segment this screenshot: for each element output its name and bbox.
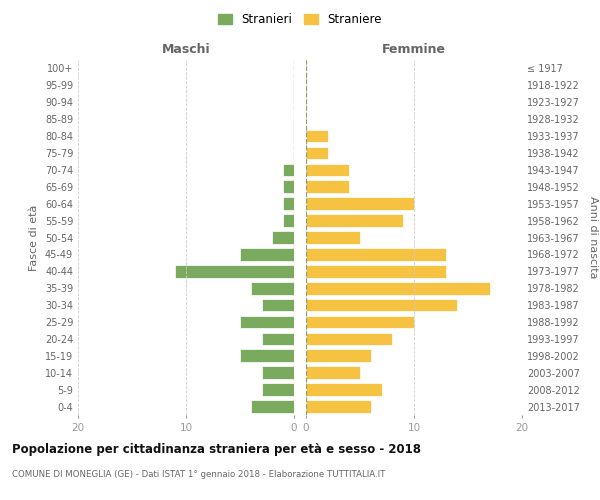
Bar [306, 332, 392, 345]
Bar [272, 231, 294, 244]
Bar [306, 130, 328, 142]
Bar [262, 299, 294, 312]
Bar [262, 366, 294, 379]
Bar [306, 316, 414, 328]
Bar [262, 332, 294, 345]
Bar [251, 400, 294, 413]
Bar [306, 180, 349, 193]
Bar [306, 366, 360, 379]
Bar [283, 180, 294, 193]
Bar [306, 231, 360, 244]
Y-axis label: Anni di nascita: Anni di nascita [588, 196, 598, 279]
Bar [240, 248, 294, 260]
Title: Femmine: Femmine [382, 43, 446, 56]
Bar [306, 248, 446, 260]
Title: Maschi: Maschi [161, 43, 211, 56]
Legend: Stranieri, Straniere: Stranieri, Straniere [213, 8, 387, 31]
Bar [306, 299, 457, 312]
Bar [306, 350, 371, 362]
Bar [175, 265, 294, 278]
Bar [283, 164, 294, 176]
Bar [306, 400, 371, 413]
Bar [306, 146, 328, 160]
Bar [306, 164, 349, 176]
Bar [306, 265, 446, 278]
Bar [240, 350, 294, 362]
Text: COMUNE DI MONEGLIA (GE) - Dati ISTAT 1° gennaio 2018 - Elaborazione TUTTITALIA.I: COMUNE DI MONEGLIA (GE) - Dati ISTAT 1° … [12, 470, 385, 479]
Bar [283, 198, 294, 210]
Text: Popolazione per cittadinanza straniera per età e sesso - 2018: Popolazione per cittadinanza straniera p… [12, 442, 421, 456]
Bar [306, 214, 403, 227]
Y-axis label: Fasce di età: Fasce di età [29, 204, 39, 270]
Bar [306, 198, 414, 210]
Bar [251, 282, 294, 294]
Bar [306, 282, 490, 294]
Bar [306, 384, 382, 396]
Bar [240, 316, 294, 328]
Bar [262, 384, 294, 396]
Bar [283, 214, 294, 227]
